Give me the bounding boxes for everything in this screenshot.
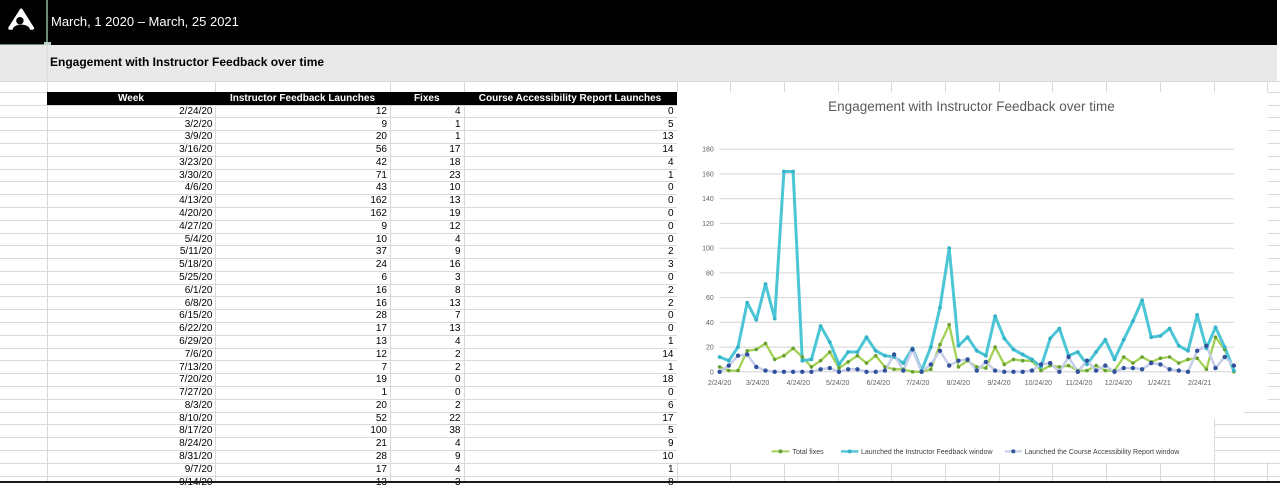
- svg-text:10/24/20: 10/24/20: [1024, 380, 1051, 387]
- svg-text:3/24/20: 3/24/20: [745, 380, 768, 387]
- svg-text:7/24/20: 7/24/20: [906, 380, 929, 387]
- svg-text:40: 40: [706, 320, 714, 327]
- svg-text:6/24/20: 6/24/20: [866, 380, 889, 387]
- svg-text:160: 160: [702, 172, 714, 179]
- svg-text:9/24/20: 9/24/20: [987, 380, 1010, 387]
- svg-text:11/24/20: 11/24/20: [1065, 380, 1092, 387]
- svg-text:Launched the Instructor Feedba: Launched the Instructor Feedback window: [861, 449, 993, 456]
- svg-text:2/24/21: 2/24/21: [1188, 380, 1211, 387]
- svg-text:Total fixes: Total fixes: [792, 449, 824, 456]
- svg-text:140: 140: [702, 196, 714, 203]
- svg-text:Engagement with Instructor Fee: Engagement with Instructor Feedback over…: [828, 99, 1115, 114]
- svg-text:0: 0: [709, 370, 713, 377]
- svg-text:12/24/20: 12/24/20: [1104, 380, 1131, 387]
- svg-text:20: 20: [706, 345, 714, 352]
- svg-text:120: 120: [702, 221, 714, 228]
- svg-text:1/24/21: 1/24/21: [1147, 380, 1170, 387]
- svg-text:60: 60: [706, 295, 714, 302]
- svg-text:4/24/20: 4/24/20: [786, 380, 809, 387]
- svg-text:Launched the Course Accessibil: Launched the Course Accessibility Report…: [1024, 449, 1180, 456]
- svg-text:100: 100: [702, 246, 714, 253]
- svg-text:2/24/20: 2/24/20: [707, 380, 730, 387]
- svg-text:180: 180: [702, 147, 714, 154]
- svg-text:5/24/20: 5/24/20: [826, 380, 849, 387]
- svg-text:80: 80: [706, 271, 714, 278]
- svg-text:8/24/20: 8/24/20: [946, 380, 969, 387]
